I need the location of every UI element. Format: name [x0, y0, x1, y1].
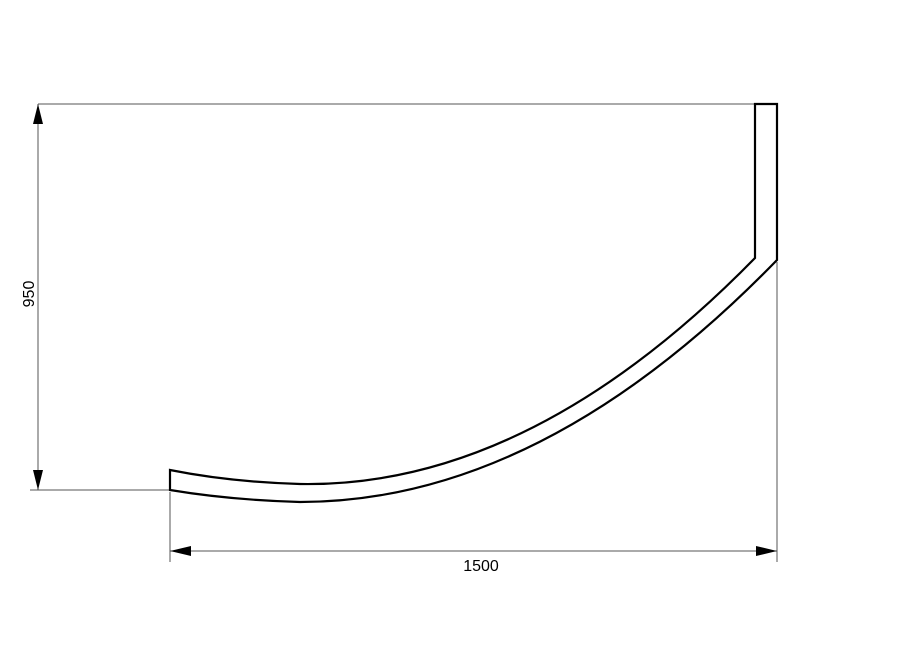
- arrow-left-icon: [170, 546, 191, 556]
- height-label: 950: [21, 281, 38, 308]
- width-label: 1500: [463, 558, 499, 575]
- arrow-up-icon: [33, 104, 43, 124]
- dimension-lines: [30, 103, 778, 562]
- arrow-down-icon: [33, 470, 43, 490]
- curved-panel-outline: [168, 102, 779, 504]
- arrow-right-icon: [756, 546, 777, 556]
- panel-shape: [168, 102, 779, 504]
